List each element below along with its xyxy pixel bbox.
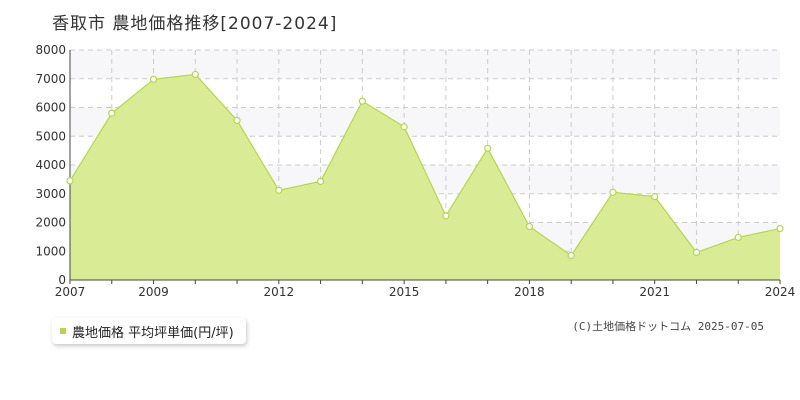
legend: 農地価格 平均坪単価(円/坪) bbox=[52, 318, 246, 344]
series-line bbox=[69, 73, 781, 257]
legend-swatch bbox=[60, 328, 66, 334]
legend-label: 農地価格 平均坪単価(円/坪) bbox=[72, 325, 234, 341]
y-tick-label: 5000 bbox=[35, 129, 66, 143]
y-tick-label: 1000 bbox=[35, 244, 66, 258]
data-point bbox=[567, 251, 575, 260]
area-fill bbox=[70, 74, 780, 280]
data-point bbox=[358, 97, 366, 105]
data-point bbox=[525, 222, 534, 231]
x-tick-label: 2018 bbox=[514, 285, 545, 299]
background-band bbox=[70, 50, 780, 79]
y-tick-label: 7000 bbox=[35, 72, 66, 86]
data-point bbox=[316, 177, 325, 185]
y-axis-tick-labels: 0 1000 2000 3000 4000 5000 6000 7000 8000 bbox=[35, 43, 66, 287]
y-tick-label: 4000 bbox=[35, 158, 66, 172]
area-series bbox=[69, 73, 781, 280]
data-point bbox=[776, 224, 784, 233]
chart-title: 香取市 農地価格推移[2007-2024] bbox=[52, 14, 338, 34]
y-tick-label: 2000 bbox=[35, 216, 66, 230]
data-point bbox=[484, 144, 492, 152]
y-tick-label: 8000 bbox=[35, 43, 66, 57]
y-tick-label: 0 bbox=[58, 273, 66, 287]
x-axis-tick-labels: 2007 2009 2012 2015 2018 2021 2024 bbox=[55, 285, 796, 299]
data-point bbox=[66, 177, 74, 185]
data-point bbox=[734, 233, 742, 242]
axes bbox=[69, 50, 781, 284]
data-point bbox=[609, 188, 617, 196]
x-tick-label: 2007 bbox=[55, 285, 86, 299]
data-point bbox=[442, 212, 450, 220]
x-tick-label: 2009 bbox=[138, 285, 169, 299]
x-tick-label: 2015 bbox=[389, 285, 420, 299]
data-point bbox=[149, 75, 158, 83]
data-point bbox=[191, 70, 199, 79]
data-point bbox=[108, 109, 116, 117]
data-point bbox=[400, 123, 408, 131]
data-point bbox=[275, 186, 283, 194]
x-tick-label: 2024 bbox=[765, 285, 796, 299]
data-point bbox=[233, 116, 241, 125]
y-tick-label: 6000 bbox=[35, 101, 66, 115]
y-tick-label: 3000 bbox=[35, 187, 66, 201]
x-tick-label: 2021 bbox=[639, 285, 670, 299]
data-point bbox=[651, 193, 659, 201]
x-tick-label: 2012 bbox=[264, 285, 295, 299]
data-point bbox=[692, 248, 701, 256]
copyright-text: (C)土地価格ドットコム 2025-07-05 bbox=[572, 320, 764, 333]
data-points bbox=[66, 70, 784, 260]
